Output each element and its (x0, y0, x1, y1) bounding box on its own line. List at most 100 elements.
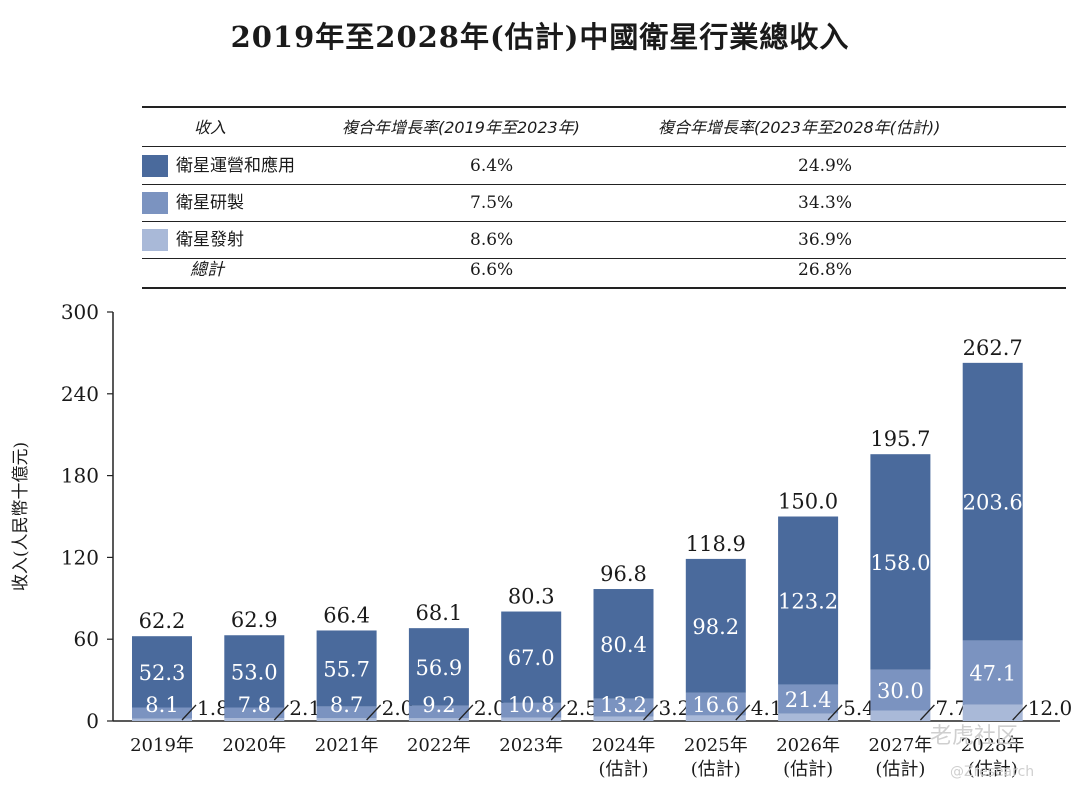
bar-segment-launch (778, 713, 839, 721)
bar-segment-manufacturing (316, 706, 377, 719)
data-label-manufacturing: 9.2 (422, 693, 455, 717)
table-top-rule (142, 106, 1066, 108)
x-tick-label: 2021年 (315, 735, 379, 756)
launch-leader-line (273, 704, 289, 721)
watermark-logo-text: 老虎社区 (930, 724, 1019, 749)
x-tick-label: 2023年 (499, 735, 563, 756)
table-row-total: 總計 6.6% 26.8% (142, 252, 1066, 288)
table-row-manufacturing: 衛星研製 7.5% 34.3% (142, 185, 1066, 221)
watermark-handle: @Zresearch (950, 764, 1035, 780)
table-bottom-rule (142, 287, 1066, 289)
data-label-total: 62.2 (139, 609, 186, 633)
data-label-manufacturing: 10.8 (508, 693, 555, 717)
data-label-total: 150.0 (778, 490, 838, 514)
bar-segment-launch (593, 716, 654, 721)
total-label: 總計 (190, 260, 224, 280)
y-tick-label: 60 (74, 627, 99, 651)
data-label-launch: 2.0 (382, 696, 414, 720)
x-tick-label: 2020年 (222, 735, 286, 756)
bar-segment-launch (501, 717, 562, 721)
bar-segment-manufacturing (132, 707, 192, 719)
row-cagr1: 6.4% (470, 156, 514, 176)
y-tick-label: 240 (61, 382, 99, 406)
bar-segment-launch (316, 718, 377, 721)
bar-segment-manufacturing (778, 684, 839, 714)
launch-leader-line (181, 704, 197, 721)
data-label-manufacturing: 8.1 (145, 693, 178, 717)
data-label-total: 195.7 (870, 427, 930, 451)
bar-segment-launch (870, 710, 931, 721)
bar-segment-manufacturing (685, 692, 746, 716)
data-label-manufacturing: 30.0 (877, 679, 924, 703)
bar-segment-operations (316, 630, 377, 707)
launch-leader-line (458, 704, 474, 721)
bar-segment-operations (593, 589, 654, 699)
data-label-launch: 1.8 (197, 696, 229, 720)
bar-segment-launch (224, 718, 285, 721)
data-label-launch: 2.5 (566, 696, 598, 720)
data-label-launch: 2.1 (289, 696, 321, 720)
total-cagr1: 6.6% (470, 260, 514, 280)
data-label-launch: 12.0 (1028, 696, 1073, 720)
x-tick-label: 2027年 (868, 735, 932, 756)
data-label-total: 68.1 (416, 601, 463, 625)
data-label-operations: 52.3 (139, 661, 186, 685)
data-label-manufacturing: 13.2 (600, 693, 647, 717)
table-header-rule (142, 146, 1066, 147)
data-label-operations: 98.2 (692, 615, 739, 639)
table-row-rule (142, 184, 1066, 185)
bar-segment-operations (224, 635, 285, 708)
data-label-total: 118.9 (686, 532, 746, 556)
data-label-operations: 53.0 (231, 660, 278, 684)
header-cagr-2019-2023: 複合年增長率(2019年至2023年) (342, 118, 580, 137)
data-label-manufacturing: 8.7 (330, 693, 363, 717)
data-label-operations: 55.7 (323, 657, 370, 681)
data-label-manufacturing: 21.4 (785, 688, 832, 712)
data-label-total: 96.8 (600, 562, 647, 586)
x-tick-label: (估計) (875, 759, 925, 780)
data-label-total: 80.3 (508, 585, 555, 609)
row-label: 衛星運營和應用 (176, 156, 295, 176)
data-label-manufacturing: 47.1 (969, 662, 1016, 686)
data-label-manufacturing: 7.8 (238, 693, 271, 717)
table-row-rule (142, 221, 1066, 222)
launch-leader-line (1012, 704, 1028, 721)
y-tick-label: 180 (61, 464, 99, 488)
y-axis-label: 收入(人民幣十億元) (11, 442, 31, 591)
row-cagr2: 36.9% (798, 230, 853, 250)
launch-leader-line (550, 704, 566, 721)
table-row-operations: 衛星運營和應用 6.4% 24.9% (142, 148, 1066, 184)
table-row-rule (142, 258, 1066, 259)
row-cagr2: 24.9% (798, 156, 853, 176)
data-label-launch: 5.4 (843, 696, 875, 720)
data-label-launch: 2.0 (474, 696, 506, 720)
data-label-operations: 80.4 (600, 633, 647, 657)
launch-leader-line (643, 704, 658, 721)
bar-segment-manufacturing (408, 705, 469, 719)
bar-segment-manufacturing (593, 698, 654, 717)
header-cagr-2023-2028: 複合年增長率(2023年至2028年(估計)) (658, 118, 941, 137)
bar-segment-operations (408, 628, 469, 706)
table-header-row: 收入 複合年增長率(2019年至2023年) 複合年增長率(2023年至2028… (142, 110, 1066, 146)
data-label-operations: 203.6 (963, 491, 1023, 515)
launch-leader-line (827, 704, 843, 721)
row-label: 衛星研製 (176, 193, 244, 213)
bar-segment-launch (685, 715, 746, 721)
launch-leader-line (919, 704, 935, 721)
row-label: 衛星發射 (176, 230, 244, 250)
data-label-launch: 3.2 (659, 696, 691, 720)
launch-leader-line (735, 704, 751, 721)
chart-title: 2019年至2028年(估計)中國衛星行業總收入 (230, 20, 850, 54)
x-tick-label: 2024年 (592, 735, 656, 756)
swatch-operations (142, 155, 168, 177)
swatch-manufacturing (142, 192, 168, 214)
bar-segment-operations (685, 558, 746, 693)
bar-segment-operations (870, 454, 931, 670)
y-tick-label: 120 (61, 545, 99, 569)
y-tick-label: 0 (86, 709, 99, 733)
data-label-total: 66.4 (323, 603, 370, 627)
x-tick-label: 2026年 (776, 735, 840, 756)
bar-segment-launch (132, 718, 192, 721)
bar-segment-launch (408, 718, 469, 721)
bar-segment-manufacturing (224, 707, 285, 719)
